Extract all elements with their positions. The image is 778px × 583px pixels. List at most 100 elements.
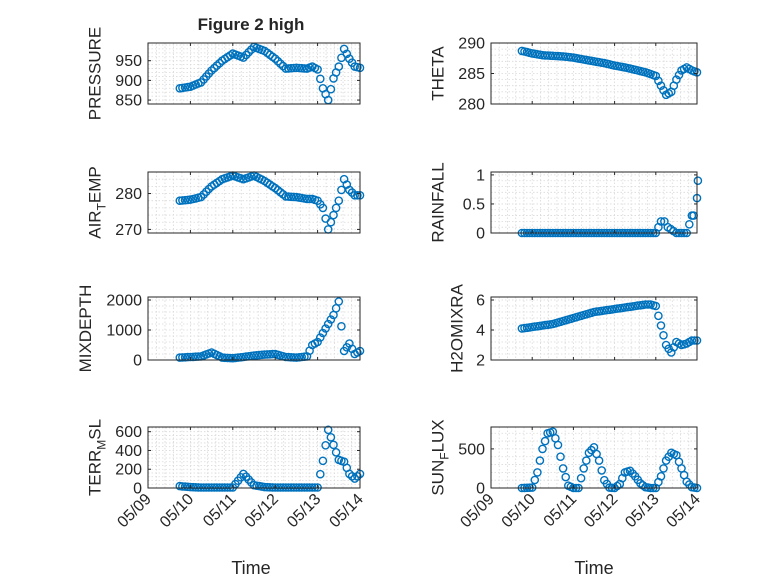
data-point xyxy=(310,63,320,73)
data-point xyxy=(193,79,203,88)
data-point xyxy=(628,469,637,478)
y-tick-label: 0.5 xyxy=(463,196,485,213)
data-point xyxy=(284,64,293,73)
x-tick-label: 05/10 xyxy=(157,491,197,531)
data-point xyxy=(273,185,283,195)
data-point xyxy=(679,339,689,349)
y-tick-label: 900 xyxy=(115,73,142,90)
data-point xyxy=(315,333,325,342)
y-tick-label: 850 xyxy=(115,93,142,110)
axes-box xyxy=(147,42,361,105)
data-point xyxy=(315,199,325,209)
data-point xyxy=(654,76,663,86)
data-point xyxy=(323,319,333,329)
data-point xyxy=(587,308,596,318)
y-tick-label: 270 xyxy=(115,222,142,239)
data-point xyxy=(183,195,193,205)
data-point xyxy=(654,222,663,232)
data-point xyxy=(215,58,224,68)
data-point xyxy=(566,53,576,62)
data-point xyxy=(331,203,341,213)
data-point xyxy=(225,51,235,60)
data-point xyxy=(180,482,190,491)
data-point xyxy=(353,471,362,481)
data-point xyxy=(188,482,198,492)
y-axis-label: PRESSURE xyxy=(86,27,105,121)
data-point xyxy=(305,63,314,72)
data-point xyxy=(597,58,607,68)
data-point xyxy=(204,349,214,358)
data-point xyxy=(337,53,346,63)
axes-layer: 850 900 950 PRESSURE 280 285 290 THETA 270 280 AIR… xyxy=(76,27,704,531)
data-point xyxy=(326,432,336,442)
data-point xyxy=(284,352,293,362)
data-point xyxy=(342,463,352,473)
y-tick-label: 0 xyxy=(476,226,485,243)
y-tick-label: 0 xyxy=(133,481,142,498)
data-point xyxy=(209,63,219,73)
y-tick-label: 1000 xyxy=(106,323,142,340)
data-point xyxy=(225,353,235,363)
data-point xyxy=(618,62,627,72)
y-axis-label: THETA xyxy=(429,46,448,101)
data-point xyxy=(648,70,658,80)
data-point xyxy=(556,452,565,462)
data-point xyxy=(289,192,299,202)
data-point xyxy=(315,74,325,84)
y-tick-label: 600 xyxy=(115,424,142,441)
x-tick-label: 05/13 xyxy=(622,491,662,531)
axes-box xyxy=(147,171,361,234)
y-tick-label: 2000 xyxy=(106,293,142,310)
data-point xyxy=(236,472,246,482)
data-point xyxy=(278,189,288,199)
data-point xyxy=(262,482,272,492)
data-point xyxy=(273,56,283,66)
data-point xyxy=(220,353,230,363)
plot-area xyxy=(491,172,697,233)
data-point xyxy=(633,475,643,485)
data-point xyxy=(566,314,576,324)
data-point xyxy=(204,184,214,194)
data-point xyxy=(654,477,663,487)
data-point xyxy=(612,481,622,491)
y-tick-label: 285 xyxy=(458,66,485,83)
data-point xyxy=(576,473,586,483)
data-point xyxy=(305,194,314,204)
data-point xyxy=(690,67,699,76)
data-point xyxy=(300,194,309,203)
data-point xyxy=(268,349,277,359)
x-tick-label: 05/12 xyxy=(242,491,282,531)
data-point xyxy=(265,349,275,359)
data-point xyxy=(669,81,679,90)
axes-box xyxy=(147,426,361,489)
data-point xyxy=(246,172,256,181)
data-point xyxy=(545,428,555,437)
data-point xyxy=(685,219,694,229)
y-tick-label: 1 xyxy=(476,167,485,184)
x-tick-label: 05/11 xyxy=(200,491,240,531)
y-tick-label: 0 xyxy=(133,353,142,370)
data-point xyxy=(286,352,296,362)
data-point xyxy=(305,346,314,356)
data-point xyxy=(628,302,637,311)
data-point xyxy=(260,350,269,359)
y-tick-label: 400 xyxy=(115,443,142,460)
data-point xyxy=(659,464,668,473)
data-point xyxy=(337,456,346,466)
data-point xyxy=(597,306,607,316)
data-point xyxy=(262,350,272,359)
data-point xyxy=(268,483,277,492)
data-point xyxy=(607,60,617,70)
data-point xyxy=(183,482,193,492)
data-point xyxy=(329,440,338,450)
y-tick-label: 280 xyxy=(115,186,142,203)
data-point xyxy=(337,321,346,331)
data-point xyxy=(679,470,689,480)
x-tick-label: 05/13 xyxy=(284,491,324,531)
data-point xyxy=(350,190,360,200)
data-point xyxy=(318,456,328,466)
axes-box xyxy=(490,171,698,234)
data-point xyxy=(244,47,253,57)
data-point xyxy=(350,474,360,483)
y-tick-label: 280 xyxy=(458,97,485,114)
